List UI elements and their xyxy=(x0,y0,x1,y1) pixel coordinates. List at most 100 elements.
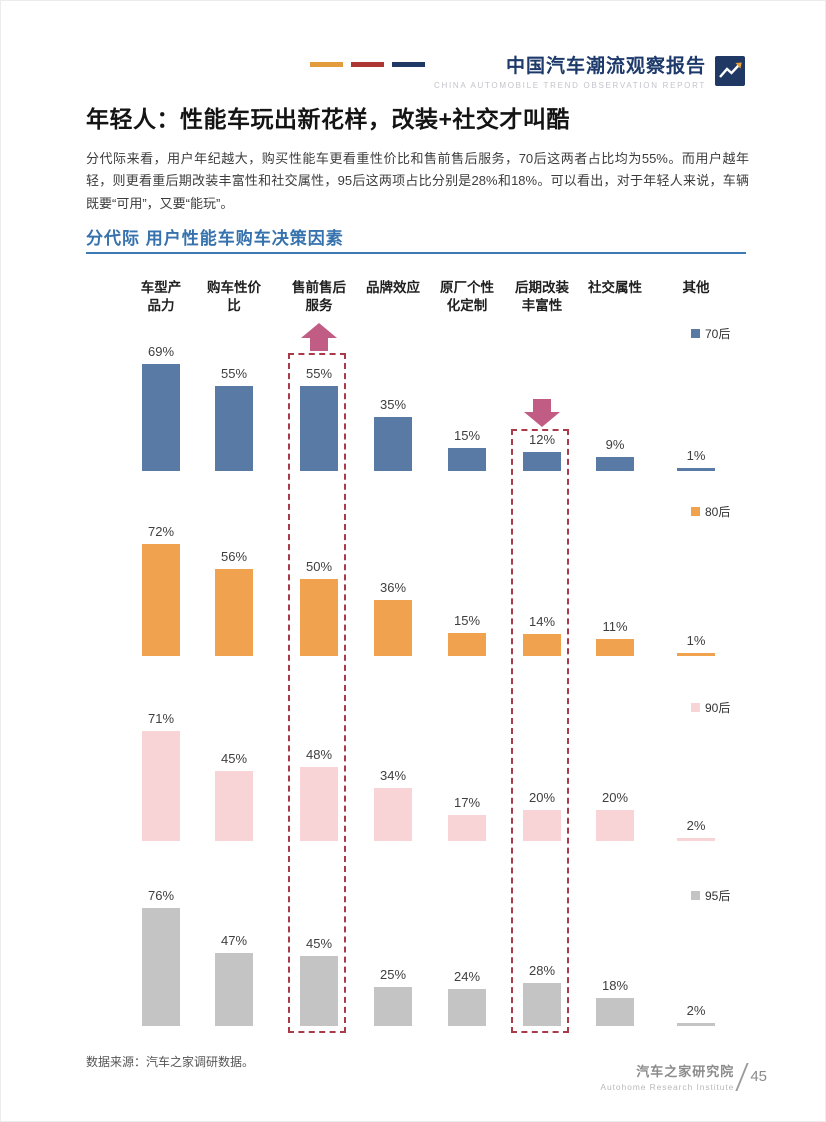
dash-red xyxy=(351,62,385,67)
bar-value-label: 71% xyxy=(147,710,175,726)
intro-paragraph: 分代际来看，用户年纪越大，购买性能车更看重性价比和售前售后服务，70后这两者占比… xyxy=(86,151,749,211)
legend-swatch xyxy=(691,891,700,900)
bar-value-label: 24% xyxy=(453,968,481,984)
bar xyxy=(677,653,715,656)
down-arrow-icon xyxy=(524,399,560,427)
legend-label: 80后 xyxy=(705,505,731,519)
legend-label: 95后 xyxy=(705,889,731,903)
bar-value-label: 18% xyxy=(601,978,629,994)
footer-brand: 汽车之家研究院 Autohome Research Institute 45 xyxy=(600,1061,767,1092)
bar-value-label: 15% xyxy=(453,427,481,443)
bar xyxy=(448,447,486,471)
bar xyxy=(523,634,561,656)
dash-orange xyxy=(310,62,344,67)
bar-value-label: 55% xyxy=(305,365,333,381)
bar xyxy=(523,452,561,471)
column-header: 售前售后 服务 xyxy=(292,280,346,314)
bar-value-label: 45% xyxy=(220,751,248,767)
generation-bar-chart: 车型产 品力 购车性价 比售前售后 服务 品牌效应 原厂个性 化定制 后期改装 丰富性 社… xyxy=(1,279,825,1045)
bar xyxy=(142,364,180,471)
bar-value-label: 9% xyxy=(605,437,625,453)
bar-value-label: 20% xyxy=(601,790,629,805)
bar-value-label: 28% xyxy=(528,962,556,978)
bar-value-label: 14% xyxy=(528,614,556,630)
bar xyxy=(523,810,561,841)
bar-value-label: 72% xyxy=(147,524,175,540)
report-title: 中国汽车潮流观察报告 xyxy=(505,56,706,77)
bar-value-label: 45% xyxy=(305,936,333,952)
bar-value-label: 47% xyxy=(220,933,248,949)
legend-item: 80后 xyxy=(691,503,730,520)
report-subtitle: CHINA AUTOMOBILE TREND OBSERVATION REPOR… xyxy=(434,81,706,90)
bar-value-label: 36% xyxy=(379,580,407,596)
legend-item: 95后 xyxy=(691,887,730,904)
bar xyxy=(596,810,634,841)
chart-title: 分代际 用户性能车购车决策因素 xyxy=(86,229,344,248)
trend-icon xyxy=(715,55,745,86)
bar-value-label: 76% xyxy=(147,888,175,904)
bar xyxy=(448,814,486,841)
report-title-block: 中国汽车潮流观察报告 CHINA AUTOMOBILE TREND OBSERV… xyxy=(434,51,706,90)
bar xyxy=(215,569,253,656)
column-header: 后期改装 丰富性 xyxy=(515,280,569,314)
section-divider xyxy=(86,252,746,254)
column-header: 社交属性 xyxy=(588,280,642,295)
bar-value-label: 11% xyxy=(602,618,628,634)
column-header: 其他 xyxy=(682,280,710,295)
bar-value-label: 48% xyxy=(305,746,333,762)
bar xyxy=(142,544,180,656)
up-arrow-icon xyxy=(301,323,337,351)
bar-value-label: 34% xyxy=(379,768,407,784)
bar xyxy=(142,908,180,1026)
bar xyxy=(215,771,253,841)
bar xyxy=(300,385,338,471)
bar xyxy=(596,457,634,471)
bar-value-label: 50% xyxy=(305,558,333,574)
page-number-slash xyxy=(735,1062,749,1091)
bar-value-label: 35% xyxy=(379,396,407,412)
institute-name-block: 汽车之家研究院 Autohome Research Institute xyxy=(600,1061,734,1092)
bar xyxy=(677,1022,715,1026)
bar xyxy=(677,468,715,471)
bar-value-label: 69% xyxy=(147,344,175,360)
legend-label: 90后 xyxy=(705,701,731,715)
bar-value-label: 56% xyxy=(220,549,248,565)
bar-value-label: 25% xyxy=(379,967,407,983)
institute-name-en: Autohome Research Institute xyxy=(600,1082,735,1092)
bar xyxy=(215,385,253,471)
legend-item: 70后 xyxy=(691,325,730,342)
column-header: 购车性价 比 xyxy=(207,280,261,314)
bar xyxy=(300,956,338,1026)
bar xyxy=(596,998,634,1026)
bar xyxy=(596,638,634,656)
highlight-box xyxy=(511,429,569,1033)
bar-value-label: 17% xyxy=(453,794,481,810)
institute-name-cn: 汽车之家研究院 xyxy=(636,1064,735,1079)
column-header: 原厂个性 化定制 xyxy=(440,280,494,314)
bar xyxy=(142,730,180,841)
bar xyxy=(215,953,253,1026)
bar-value-label: 2% xyxy=(686,1002,706,1018)
legend-swatch xyxy=(691,507,700,516)
bar xyxy=(448,988,486,1026)
bar xyxy=(374,987,412,1026)
report-header: 中国汽车潮流观察报告 CHINA AUTOMOBILE TREND OBSERV… xyxy=(86,51,745,90)
column-header: 车型产 品力 xyxy=(140,280,182,314)
bar-value-label: 1% xyxy=(686,448,706,463)
legend-swatch xyxy=(691,329,700,338)
bar xyxy=(677,837,715,841)
bar xyxy=(448,632,486,656)
bar-value-label: 20% xyxy=(528,790,556,805)
column-header: 品牌效应 xyxy=(366,280,420,295)
data-source-note: 数据来源：汽车之家调研数据。 xyxy=(86,1055,255,1069)
bar xyxy=(374,788,412,841)
bar-value-label: 2% xyxy=(686,817,706,833)
bar xyxy=(523,982,561,1026)
bar-value-label: 12% xyxy=(528,432,556,448)
bar-value-label: 15% xyxy=(453,612,481,628)
page-number: 45 xyxy=(750,1068,767,1085)
page-title: 年轻人：性能车玩出新花样，改装+社交才叫酷 xyxy=(86,106,570,132)
bar-value-label: 1% xyxy=(686,633,706,648)
legend-swatch xyxy=(691,703,700,712)
